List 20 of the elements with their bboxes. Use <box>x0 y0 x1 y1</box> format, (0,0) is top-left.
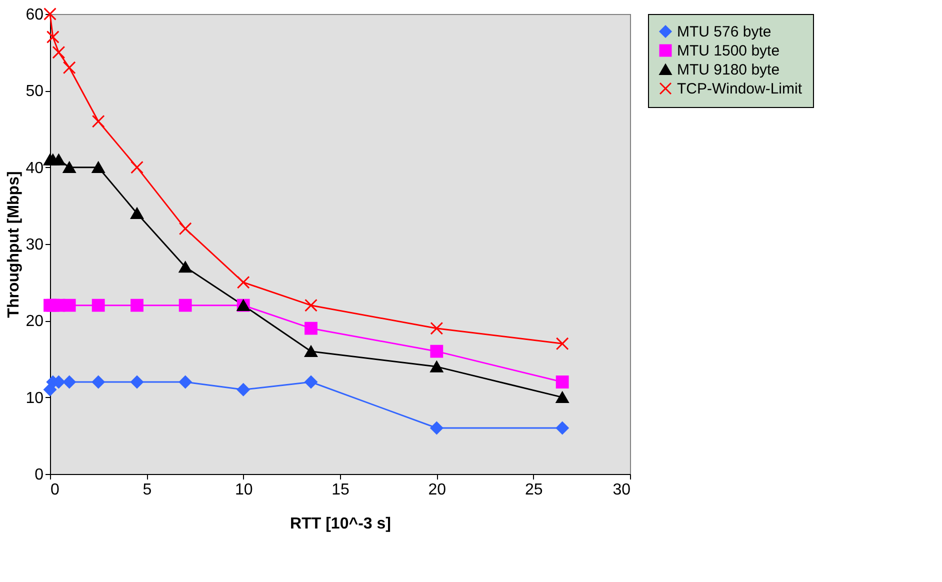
legend-label: MTU 9180 byte <box>677 62 780 78</box>
y-tick-label: 40 <box>26 160 44 177</box>
y-axis-title: Throughput [Mbps] <box>6 171 23 318</box>
y-tick-label: 30 <box>26 236 44 254</box>
x-tick-label: 0 <box>50 482 60 498</box>
x-tick-label: 20 <box>428 482 446 498</box>
x-tick-label: 30 <box>612 482 631 498</box>
y-tick-label: 10 <box>26 390 44 407</box>
y-tick-label: 60 <box>26 6 44 24</box>
legend-label: MTU 576 byte <box>677 24 772 40</box>
x-tick-label: 5 <box>142 482 152 498</box>
x-tick-label: 10 <box>234 482 253 498</box>
legend-label: TCP-Window-Limit <box>677 80 803 98</box>
legend-label: MTU 1500 byte <box>677 42 780 60</box>
y-tick-label: 20 <box>26 313 44 330</box>
x-tick-label: 15 <box>332 482 350 498</box>
x-axis-title: RTT [10^-3 s] <box>290 516 391 532</box>
x-tick-label: 25 <box>524 482 543 498</box>
y-tick-label: 0 <box>34 466 44 484</box>
y-tick-label: 50 <box>26 83 44 100</box>
